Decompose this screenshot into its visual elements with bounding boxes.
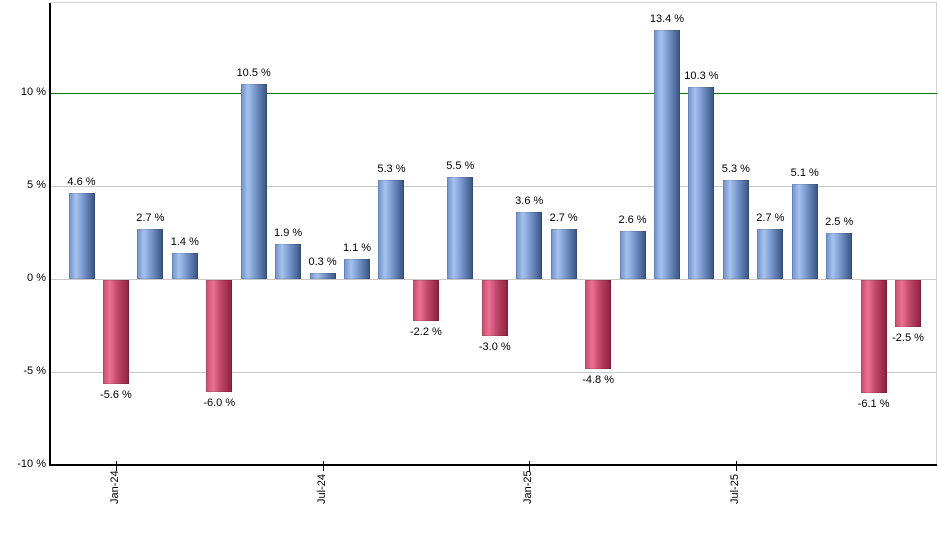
plot-border-right (936, 3, 937, 465)
bar-positive (653, 29, 680, 279)
x-axis-line (49, 464, 937, 466)
y-axis-tick-label: 10 % (20, 86, 46, 98)
bar-value-label: -2.2 % (409, 325, 442, 338)
bar-value-label: -5.6 % (100, 389, 132, 402)
bar-positive (619, 230, 646, 279)
bar-value-label: 4.6 % (67, 176, 96, 189)
bar-value-label: 0.3 % (308, 256, 337, 269)
y-axis-tick-label: -5 % (23, 365, 46, 377)
bar-positive (447, 176, 474, 279)
bar-positive (344, 258, 371, 279)
bar-value-label: 1.4 % (170, 235, 199, 248)
bar-positive (791, 184, 818, 279)
bar-positive (137, 228, 164, 279)
bar-value-label: 3.6 % (515, 195, 544, 208)
bar-positive (275, 243, 302, 279)
bar-negative (206, 280, 233, 392)
bar-positive (550, 228, 577, 279)
bar-negative (585, 280, 612, 370)
bar-value-label: 5.3 % (721, 163, 750, 176)
x-axis-tick-label: Jul-24 (315, 474, 328, 504)
bar-value-label: 10.3 % (684, 70, 719, 83)
bar-negative (860, 280, 887, 394)
x-tick-mark (735, 461, 737, 471)
x-axis-tick-label: Jan-25 (522, 470, 535, 504)
bar-value-label: 2.6 % (618, 213, 647, 226)
x-axis-tick-label: Jul-25 (728, 474, 741, 504)
bar-value-label: -6.0 % (203, 396, 236, 409)
plot-border-top (50, 2, 937, 3)
bar-value-label: 13.4 % (649, 12, 685, 25)
bar-value-label: 2.7 % (136, 211, 165, 224)
bar-value-label: 2.7 % (756, 211, 785, 224)
bar-positive (240, 83, 267, 279)
bar-value-label: -2.5 % (892, 331, 924, 344)
bar-positive (171, 252, 198, 279)
bar-negative (895, 280, 922, 327)
bar-value-label: -3.0 % (478, 340, 511, 353)
bar-value-label: 1.1 % (342, 241, 372, 254)
x-tick-mark (115, 461, 117, 471)
bar-positive (722, 180, 749, 279)
bar-positive (688, 87, 715, 279)
x-tick-mark (322, 461, 324, 471)
bar-positive (826, 232, 853, 279)
bar-value-label: -6.1 % (857, 398, 890, 411)
bar-negative (412, 280, 439, 321)
bar-value-label: 5.3 % (377, 163, 406, 176)
y-axis-tick-label: 5 % (27, 179, 46, 191)
bar-positive (378, 180, 405, 279)
y-axis-line (49, 3, 51, 465)
bar-negative (481, 280, 508, 336)
bar-value-label: 1.9 % (274, 226, 303, 239)
y-axis-tick-label: 0 % (27, 272, 46, 284)
gridline (50, 279, 937, 280)
bar-value-label: 10.5 % (236, 66, 271, 79)
gridline (50, 372, 937, 373)
reference-line-10pct (50, 93, 937, 94)
y-axis-tick-label: -10 % (17, 458, 46, 470)
bar-value-label: 2.7 % (549, 211, 578, 224)
bar-positive (516, 212, 543, 279)
bar-value-label: 5.1 % (790, 167, 819, 180)
bar-value-label: -4.8 % (582, 374, 614, 387)
bar-negative (102, 280, 129, 385)
bar-value-label: 5.5 % (446, 159, 475, 172)
bar-value-label: 2.5 % (825, 215, 854, 228)
bar-positive (309, 273, 336, 279)
bar-positive (757, 228, 784, 279)
x-axis-tick-label: Jan-24 (108, 470, 121, 504)
x-tick-mark (529, 461, 531, 471)
gridline (50, 186, 937, 187)
bar-positive (68, 193, 95, 279)
